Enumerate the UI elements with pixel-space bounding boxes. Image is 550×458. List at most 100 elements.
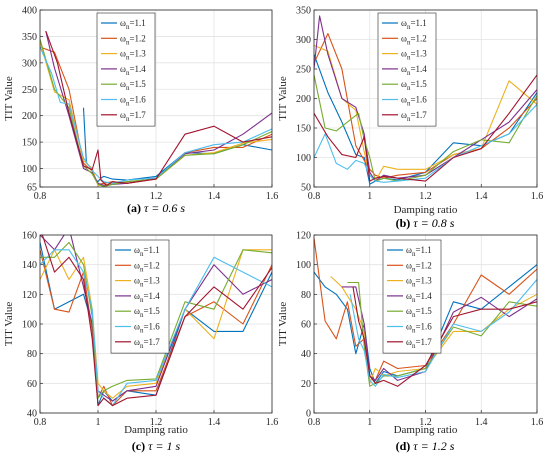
series-line-4: [341, 286, 537, 381]
axes-box: [313, 9, 538, 188]
series-group: [314, 237, 537, 387]
legend-entry: ωn=1.6: [134, 322, 160, 335]
legend-entry: ωn=1.5: [134, 306, 160, 319]
legend-entry: ωn=1.5: [401, 79, 427, 92]
x-tick-label: 1.2: [150, 191, 163, 202]
y-tick-label: 80: [27, 349, 37, 360]
legend-entry: ωn=1.4: [134, 291, 160, 304]
y-tick-label: 150: [22, 138, 37, 149]
y-tick-label: 80: [301, 290, 311, 301]
x-axis-label: Damping ratio: [124, 424, 188, 436]
series-line-7: [41, 235, 272, 407]
legend-entry: ωn=1.4: [406, 291, 432, 304]
series-line-4: [40, 235, 272, 402]
panel-caption: (a) τ = 0.6 s: [127, 201, 185, 215]
axes-box: [39, 234, 273, 414]
y-tick-label: 20: [301, 379, 311, 390]
legend-entry: ωn=1.7: [401, 110, 427, 123]
x-tick-label: 1.6: [266, 417, 279, 428]
panel-caption: (d) τ = 1.2 s: [396, 439, 455, 453]
y-tick-label: 150: [296, 124, 311, 135]
series-line-6: [314, 104, 537, 183]
y-tick-label: 250: [296, 65, 311, 76]
x-tick-label: 1: [367, 191, 372, 202]
legend-entry: ωn=1.3: [401, 49, 427, 62]
x-tick-label: 1.6: [531, 191, 544, 202]
series-line-7: [45, 30, 272, 186]
x-tick-label: 1: [96, 417, 101, 428]
x-tick-label: 1.2: [150, 417, 163, 428]
y-axis-label: TIT Value: [277, 302, 289, 347]
y-tick-label: 60: [301, 320, 311, 331]
y-tick-label: 100: [22, 320, 37, 331]
legend-box: [96, 12, 156, 127]
legend-box: [377, 12, 437, 127]
y-axis-label: TIT Value: [277, 76, 289, 121]
legend-entry: ωn=1.2: [406, 260, 432, 273]
series-group: [40, 30, 272, 187]
y-tick-label: 120: [22, 290, 37, 301]
x-tick-label: 0.8: [308, 191, 321, 202]
legend-entry: ωn=1.2: [134, 260, 160, 273]
x-tick-label: 1.4: [475, 191, 488, 202]
series-line-6: [40, 46, 272, 184]
axes-box: [39, 9, 273, 188]
y-axis-label: TIT Value: [3, 76, 15, 121]
legend-entry: ωn=1.1: [134, 245, 160, 258]
y-tick-label: 0: [306, 409, 311, 420]
legend-entry: ωn=1.5: [120, 79, 146, 92]
series-group: [314, 15, 537, 185]
legend-box: [110, 239, 170, 354]
legend-entry: ωn=1.4: [120, 64, 146, 77]
x-tick-label: 1.4: [475, 417, 488, 428]
x-tick-label: 0.8: [34, 417, 47, 428]
x-tick-label: 0.8: [308, 417, 321, 428]
y-tick-label: 100: [296, 260, 311, 271]
series-line-5: [40, 38, 272, 187]
series-line-7: [314, 74, 537, 182]
legend-entry: ωn=1.7: [134, 337, 160, 350]
legend-entry: ωn=1.3: [120, 49, 146, 62]
x-axis-label: Damping ratio: [394, 204, 458, 216]
legend-entry: ωn=1.5: [406, 306, 432, 319]
y-tick-label: 300: [296, 35, 311, 46]
x-tick-label: 1.6: [266, 191, 279, 202]
legend-entry: ωn=1.7: [406, 337, 432, 350]
series-group: [40, 235, 272, 407]
y-tick-label: 250: [22, 85, 37, 96]
legend-entry: ωn=1.6: [406, 322, 432, 335]
chart-panel-a: 0.8 1 1.2 1.4 1.6 65 100 150 200 250 300 350 400 TIT …: [3, 6, 278, 216]
legend-entry: ωn=1.7: [120, 110, 146, 123]
x-tick-label: 1: [96, 191, 101, 202]
legend-entry: ωn=1.1: [406, 245, 432, 258]
chart-panel-b: 0.8 1 1.2 1.4 1.6 50 100 150 200 250 300 350 TIT Val…: [277, 6, 543, 231]
y-tick-label: 60: [27, 379, 37, 390]
y-axis-label: TIT Value: [3, 302, 15, 347]
axes-box: [313, 234, 538, 414]
legend-entry: ωn=1.4: [401, 64, 427, 77]
y-tick-label: 120: [296, 231, 311, 242]
series-line-5: [40, 241, 272, 399]
x-tick-label: 1.4: [208, 191, 221, 202]
y-tick-label: 65: [27, 183, 37, 194]
y-tick-label: 350: [22, 32, 37, 43]
chart-panel-d: 0.8 1 1.2 1.4 1.6 0 20 40 60 80 100 120 TIT Value Dam…: [277, 231, 543, 454]
x-tick-label: 1.2: [419, 417, 432, 428]
y-tick-label: 160: [22, 231, 37, 242]
x-tick-label: 1.6: [531, 417, 544, 428]
x-tick-label: 0.8: [34, 191, 47, 202]
y-tick-label: 140: [22, 260, 37, 271]
legend-entry: ωn=1.6: [120, 95, 146, 108]
legend-entry: ωn=1.2: [401, 33, 427, 46]
series-line-3: [40, 249, 272, 399]
legend-box: [382, 239, 442, 354]
legend-entry: ωn=1.1: [120, 18, 146, 31]
legend-entry: ωn=1.6: [401, 95, 427, 108]
y-tick-label: 100: [22, 164, 37, 175]
y-tick-label: 40: [301, 349, 311, 360]
y-tick-label: 40: [27, 409, 37, 420]
series-line-7: [352, 286, 537, 387]
series-line-6: [349, 279, 537, 387]
panel-caption: (c) τ = 1 s: [132, 439, 181, 453]
